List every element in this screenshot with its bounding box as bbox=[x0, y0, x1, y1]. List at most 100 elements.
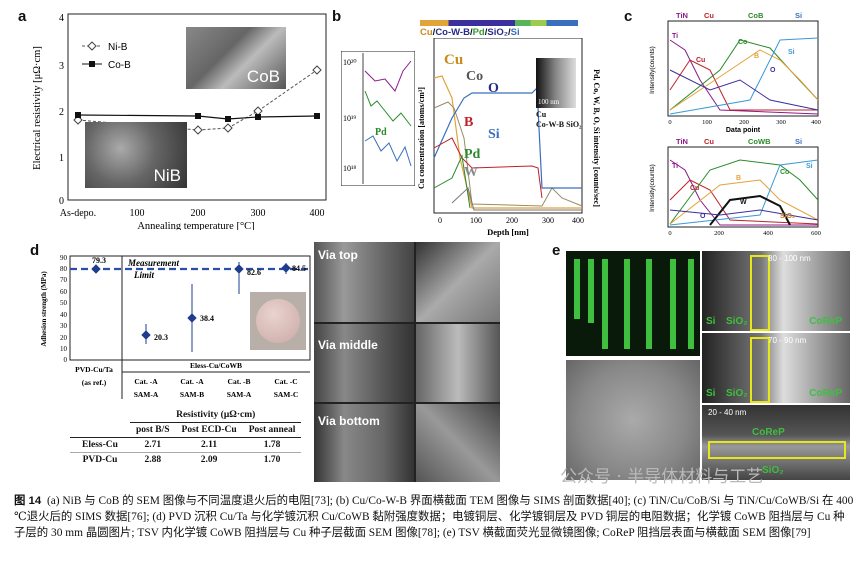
a-legend-cob: Co-B bbox=[108, 60, 131, 71]
a-xtick: 300 bbox=[251, 208, 266, 219]
svg-text:W: W bbox=[740, 199, 747, 206]
a-xtick: 400 bbox=[310, 208, 325, 219]
svg-text:Cat. -C: Cat. -C bbox=[274, 377, 297, 386]
b-label-cu: Cu bbox=[444, 52, 463, 68]
b-label-si: Si bbox=[488, 127, 500, 142]
svg-text:SAM-C: SAM-C bbox=[274, 390, 299, 399]
svg-text:Si: Si bbox=[795, 137, 802, 146]
surface-sem-image bbox=[566, 360, 700, 480]
svg-text:300: 300 bbox=[776, 119, 786, 126]
a-legend-nib: Ni-B bbox=[108, 42, 128, 53]
svg-text:60: 60 bbox=[60, 288, 68, 296]
svg-text:300: 300 bbox=[542, 216, 554, 225]
via-middle-label: Via middle bbox=[318, 338, 378, 352]
svg-text:Limit: Limit bbox=[133, 270, 154, 280]
svg-text:200: 200 bbox=[714, 230, 724, 237]
b-inset-tick: 10²⁰ bbox=[343, 58, 357, 67]
a-xtick: As-depo. bbox=[60, 208, 96, 219]
svg-text:50: 50 bbox=[60, 299, 68, 307]
svg-text:Cu: Cu bbox=[704, 137, 714, 146]
svg-text:0: 0 bbox=[668, 230, 671, 237]
svg-text:20.3: 20.3 bbox=[154, 333, 168, 342]
panel-b-label: b bbox=[332, 8, 342, 25]
panel-a-chart: 4 3 2 1 0 As-depo. 100 200 300 400 Annea… bbox=[32, 13, 327, 230]
resistivity-table: Resistivity (μΩ·cm) post B/S Post ECD-Cu P… bbox=[70, 410, 302, 467]
svg-text:600: 600 bbox=[811, 230, 821, 237]
svg-text:0: 0 bbox=[438, 216, 442, 225]
via-bottom-label: Via bottom bbox=[318, 414, 380, 428]
svg-text:400: 400 bbox=[572, 216, 584, 225]
svg-text:100: 100 bbox=[470, 216, 482, 225]
svg-text:B: B bbox=[754, 53, 759, 60]
svg-text:400: 400 bbox=[763, 230, 773, 237]
svg-text:Measurement: Measurement bbox=[127, 258, 180, 268]
svg-text:Intensity(counts): Intensity(counts) bbox=[649, 164, 656, 212]
svg-text:Adhesion strength (MPa): Adhesion strength (MPa) bbox=[40, 271, 48, 347]
svg-text:30: 30 bbox=[60, 322, 68, 330]
svg-text:80: 80 bbox=[60, 265, 68, 273]
svg-text:Cu: Cu bbox=[690, 185, 699, 192]
figure-caption: 图 14 (a) NiB 与 CoB 的 SEM 图像与不同温度退火后的电阻[7… bbox=[14, 493, 854, 541]
b-inset-pd: Pd bbox=[375, 127, 387, 138]
panel-b-inset: 10²⁰ 10¹⁹ 10¹⁸ Pd bbox=[341, 51, 415, 186]
a-ytick: 2 bbox=[59, 107, 64, 118]
svg-text:SAM-B: SAM-B bbox=[180, 390, 204, 399]
nib-sem-image: NiB bbox=[85, 122, 187, 188]
panel-c-label: c bbox=[624, 8, 633, 25]
svg-text:0: 0 bbox=[668, 119, 671, 126]
svg-text:200: 200 bbox=[506, 216, 518, 225]
nib-label: NiB bbox=[153, 166, 181, 185]
svg-text:200: 200 bbox=[739, 119, 749, 126]
panel-d-chart: 90 80 70 60 50 40 30 20 10 0 Adhesion strength (M… bbox=[40, 254, 311, 399]
sem-70-90: 70 - 90 nm Si SiO₂ CoReP bbox=[702, 333, 850, 403]
a-xtick: 200 bbox=[191, 208, 206, 219]
svg-text:82.6: 82.6 bbox=[247, 268, 261, 277]
svg-text:SiO₂: SiO₂ bbox=[780, 213, 795, 220]
svg-text:10: 10 bbox=[60, 345, 68, 353]
svg-text:Cat. -B: Cat. -B bbox=[228, 377, 251, 386]
svg-text:TiN: TiN bbox=[676, 137, 688, 146]
b-header-bar bbox=[420, 20, 578, 26]
b-xlabel: Depth [nm] bbox=[487, 227, 529, 237]
panel-e-label: e bbox=[552, 242, 561, 259]
svg-text:Intensity(counts): Intensity(counts) bbox=[649, 46, 656, 94]
svg-text:Si: Si bbox=[806, 163, 813, 170]
svg-text:90: 90 bbox=[60, 254, 68, 262]
a-xlabel: Annealing temperature [°C] bbox=[137, 221, 254, 230]
sem-20-40: 20 - 40 nm CoReP SiO₂ bbox=[702, 405, 850, 480]
b-ylabel-right: Pd, Co, W, B, O, Si intensity [counts/se… bbox=[592, 69, 601, 207]
cob-label: CoB bbox=[246, 67, 280, 86]
svg-text:Cat. -A: Cat. -A bbox=[180, 377, 204, 386]
b-tem-image: 100 nm bbox=[536, 58, 576, 108]
panel-b-chart: Cu Co O B Si Pd W 0 100 200 300 400 Depth [n… bbox=[417, 38, 601, 237]
svg-text:79.3: 79.3 bbox=[92, 256, 106, 265]
figure-number: 图 14 bbox=[14, 495, 42, 507]
cob-sem-image: CoB bbox=[186, 27, 286, 89]
svg-text:Ti: Ti bbox=[672, 33, 678, 40]
b-label-w: W bbox=[464, 165, 478, 180]
b-label-pd: Pd bbox=[464, 147, 481, 162]
svg-text:Data point: Data point bbox=[726, 127, 761, 134]
a-ytick: 4 bbox=[59, 13, 64, 24]
sem-80-100: 80 - 100 nm Si SiO₂ CoReP bbox=[702, 251, 850, 331]
svg-text:Cat. -A: Cat. -A bbox=[134, 377, 158, 386]
wafer-photo bbox=[250, 292, 306, 350]
panel-d-label: d bbox=[30, 242, 40, 259]
svg-text:SAM-A: SAM-A bbox=[134, 390, 159, 399]
watermark: 公众号 · 半导体材料与工艺 bbox=[560, 467, 764, 487]
b-tem-labels: Cu Co-W-B SiO₂ bbox=[536, 110, 582, 129]
svg-text:CoWB: CoWB bbox=[748, 137, 771, 146]
svg-text:20: 20 bbox=[60, 334, 68, 342]
svg-text:0: 0 bbox=[64, 356, 68, 364]
a-ytick: 3 bbox=[59, 61, 64, 72]
svg-text:100: 100 bbox=[702, 119, 712, 126]
caption-text: (a) NiB 与 CoB 的 SEM 图像与不同温度退火后的电阻[73]; (… bbox=[14, 495, 854, 539]
b-label-o: O bbox=[488, 81, 499, 96]
b-inset-tick: 10¹⁹ bbox=[343, 114, 356, 123]
fluorescence-image bbox=[566, 251, 700, 356]
svg-text:38.4: 38.4 bbox=[200, 314, 214, 323]
a-ytick: 1 bbox=[59, 153, 64, 164]
a-ytick: 0 bbox=[59, 196, 64, 207]
svg-text:Si: Si bbox=[795, 11, 802, 20]
b-ylabel-left: Cu concentration [atoms/cm³] bbox=[417, 87, 426, 189]
